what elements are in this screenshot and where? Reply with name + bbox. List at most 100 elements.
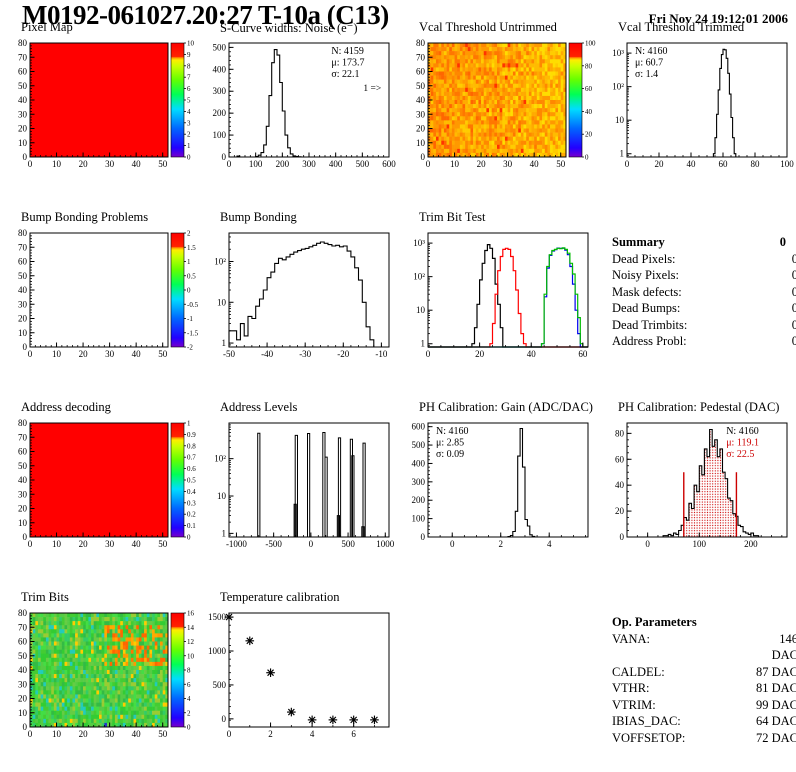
svg-text:70: 70 <box>18 242 28 252</box>
svg-text:0: 0 <box>585 154 589 162</box>
svg-text:0: 0 <box>187 287 191 295</box>
timestamp: Fri Nov 24 19:12:01 2006 <box>648 11 788 26</box>
svg-text:20: 20 <box>18 504 28 514</box>
svg-text:4: 4 <box>187 695 191 703</box>
svg-text:20: 20 <box>18 314 28 324</box>
svg-text:100: 100 <box>585 40 596 48</box>
svg-text:8: 8 <box>187 62 191 70</box>
address-decoding-canvas: 0 10 20 30 40 50 0 10 20 30 40 50 60 70 80 1 0.9 0.8 0.7 0.… <box>0 415 199 567</box>
svg-text:40: 40 <box>687 159 697 169</box>
op-parameter-row: IBIAS_DAC: 64 DAC <box>612 714 796 728</box>
svg-text:200: 200 <box>744 539 758 549</box>
svg-text:1.5: 1.5 <box>187 244 196 252</box>
svg-text:7: 7 <box>187 74 191 82</box>
svg-text:1500: 1500 <box>208 612 227 622</box>
svg-text:2: 2 <box>498 539 503 549</box>
svg-text:60: 60 <box>18 257 28 267</box>
svg-text:10: 10 <box>217 297 227 307</box>
svg-text:-30: -30 <box>299 349 311 359</box>
svg-text:500: 500 <box>213 42 227 52</box>
svg-text:40: 40 <box>18 665 28 675</box>
plot-title: PH Calibration: Pedestal (DAC) <box>618 400 780 414</box>
svg-text:2: 2 <box>187 230 191 238</box>
svg-text:0: 0 <box>309 539 314 549</box>
svg-text:40: 40 <box>615 480 625 490</box>
ph-gain-canvas: 0 2 4 0 100 200 300 400 500 600 N: 4160 μ: 2.85 σ: 0… <box>398 415 597 567</box>
svg-text:600: 600 <box>412 422 426 432</box>
svg-text:10: 10 <box>450 159 460 169</box>
svg-text:-50: -50 <box>223 349 235 359</box>
scurve-canvas: 0 100 200 300 400 500 600 0 100 200 300 400 500 N: 41… <box>199 35 398 187</box>
svg-text:12: 12 <box>187 638 195 646</box>
svg-text:0: 0 <box>23 532 28 542</box>
plot-pixel-map: Pixel Map 0 10 20 30 40 50 0 10 20 30 40 50 60 70 80 10… <box>0 20 199 192</box>
temperature-canvas: 0 2 4 6 0 500 1000 1500 <box>199 605 398 757</box>
svg-text:-1000: -1000 <box>226 539 247 549</box>
svg-text:-40: -40 <box>261 349 273 359</box>
svg-text:50: 50 <box>18 651 28 661</box>
svg-text:50: 50 <box>158 159 168 169</box>
svg-text:50: 50 <box>18 81 28 91</box>
summary-row: Mask defects: 0 <box>612 284 796 299</box>
svg-text:10³: 10³ <box>413 238 425 248</box>
op-parameter-row: VANA: 146 DAC <box>612 631 796 663</box>
svg-text:10: 10 <box>416 305 426 315</box>
svg-text:1 =>: 1 => <box>363 84 381 94</box>
svg-text:0: 0 <box>23 722 28 732</box>
svg-text:9: 9 <box>187 51 191 59</box>
svg-text:0: 0 <box>227 729 232 739</box>
svg-text:20: 20 <box>18 694 28 704</box>
svg-text:60: 60 <box>585 85 593 93</box>
svg-text:1: 1 <box>187 258 191 266</box>
svg-text:1: 1 <box>222 338 227 348</box>
svg-text:10: 10 <box>187 40 195 48</box>
svg-text:μ: 173.7: μ: 173.7 <box>331 58 364 69</box>
svg-text:8: 8 <box>187 667 191 675</box>
plot-address-decoding: Address decoding 0 10 20 30 40 50 0 10 20 30 40 50 6… <box>0 400 199 572</box>
svg-text:30: 30 <box>18 489 28 499</box>
svg-text:400: 400 <box>329 159 343 169</box>
svg-text:-10: -10 <box>375 349 387 359</box>
svg-text:2: 2 <box>268 729 273 739</box>
svg-text:200: 200 <box>276 159 290 169</box>
svg-text:80: 80 <box>615 428 625 438</box>
svg-text:0.7: 0.7 <box>187 454 196 462</box>
svg-text:100: 100 <box>249 159 263 169</box>
svg-text:0: 0 <box>28 349 33 359</box>
svg-text:N: 4160: N: 4160 <box>726 426 759 437</box>
op-parameters-title: Op. Parameters <box>612 615 697 629</box>
svg-text:40: 40 <box>585 108 593 116</box>
svg-text:40: 40 <box>132 729 142 739</box>
svg-text:2: 2 <box>187 709 191 717</box>
svg-text:40: 40 <box>18 285 28 295</box>
svg-text:50: 50 <box>556 159 566 169</box>
svg-text:500: 500 <box>356 159 370 169</box>
svg-text:500: 500 <box>412 440 426 450</box>
plot-bump-bonding: Bump Bonding -50 -40 -30 -20 -10 1 10 10² <box>199 210 398 382</box>
svg-text:0: 0 <box>450 539 455 549</box>
summary-row: Dead Trimbits: 0 <box>612 317 796 332</box>
svg-text:80: 80 <box>585 62 593 70</box>
svg-text:10: 10 <box>52 729 62 739</box>
svg-text:40: 40 <box>527 349 537 359</box>
svg-text:0: 0 <box>645 539 650 549</box>
plot-title: Bump Bonding Problems <box>21 210 149 224</box>
svg-text:10: 10 <box>18 138 28 148</box>
svg-text:0: 0 <box>23 152 28 162</box>
svg-text:30: 30 <box>18 299 28 309</box>
op-parameters-panel: Op. Parameters VANA: 146 DAC CALDEL: 87 DA… <box>612 614 796 746</box>
svg-text:-2: -2 <box>187 344 193 352</box>
svg-text:3: 3 <box>187 119 191 127</box>
trim-bits-canvas: 0 10 20 30 40 50 0 10 20 30 40 50 60 70 80 16 14 12 10 8 6 4 2… <box>0 605 199 757</box>
svg-text:0.3: 0.3 <box>187 499 196 507</box>
op-parameter-row: VOFFSETOP: 72 DAC <box>612 730 796 745</box>
svg-text:30: 30 <box>503 159 512 169</box>
plot-title: Bump Bonding <box>220 210 297 224</box>
plot-trim-bit-test: Trim Bit Test 0 20 40 60 1 10 10² 10³ <box>398 210 597 382</box>
svg-text:100: 100 <box>780 159 794 169</box>
svg-text:N: 4159: N: 4159 <box>331 46 364 57</box>
svg-text:4: 4 <box>187 108 191 116</box>
svg-text:-500: -500 <box>265 539 282 549</box>
svg-text:2: 2 <box>187 131 191 139</box>
svg-text:-20: -20 <box>337 349 349 359</box>
